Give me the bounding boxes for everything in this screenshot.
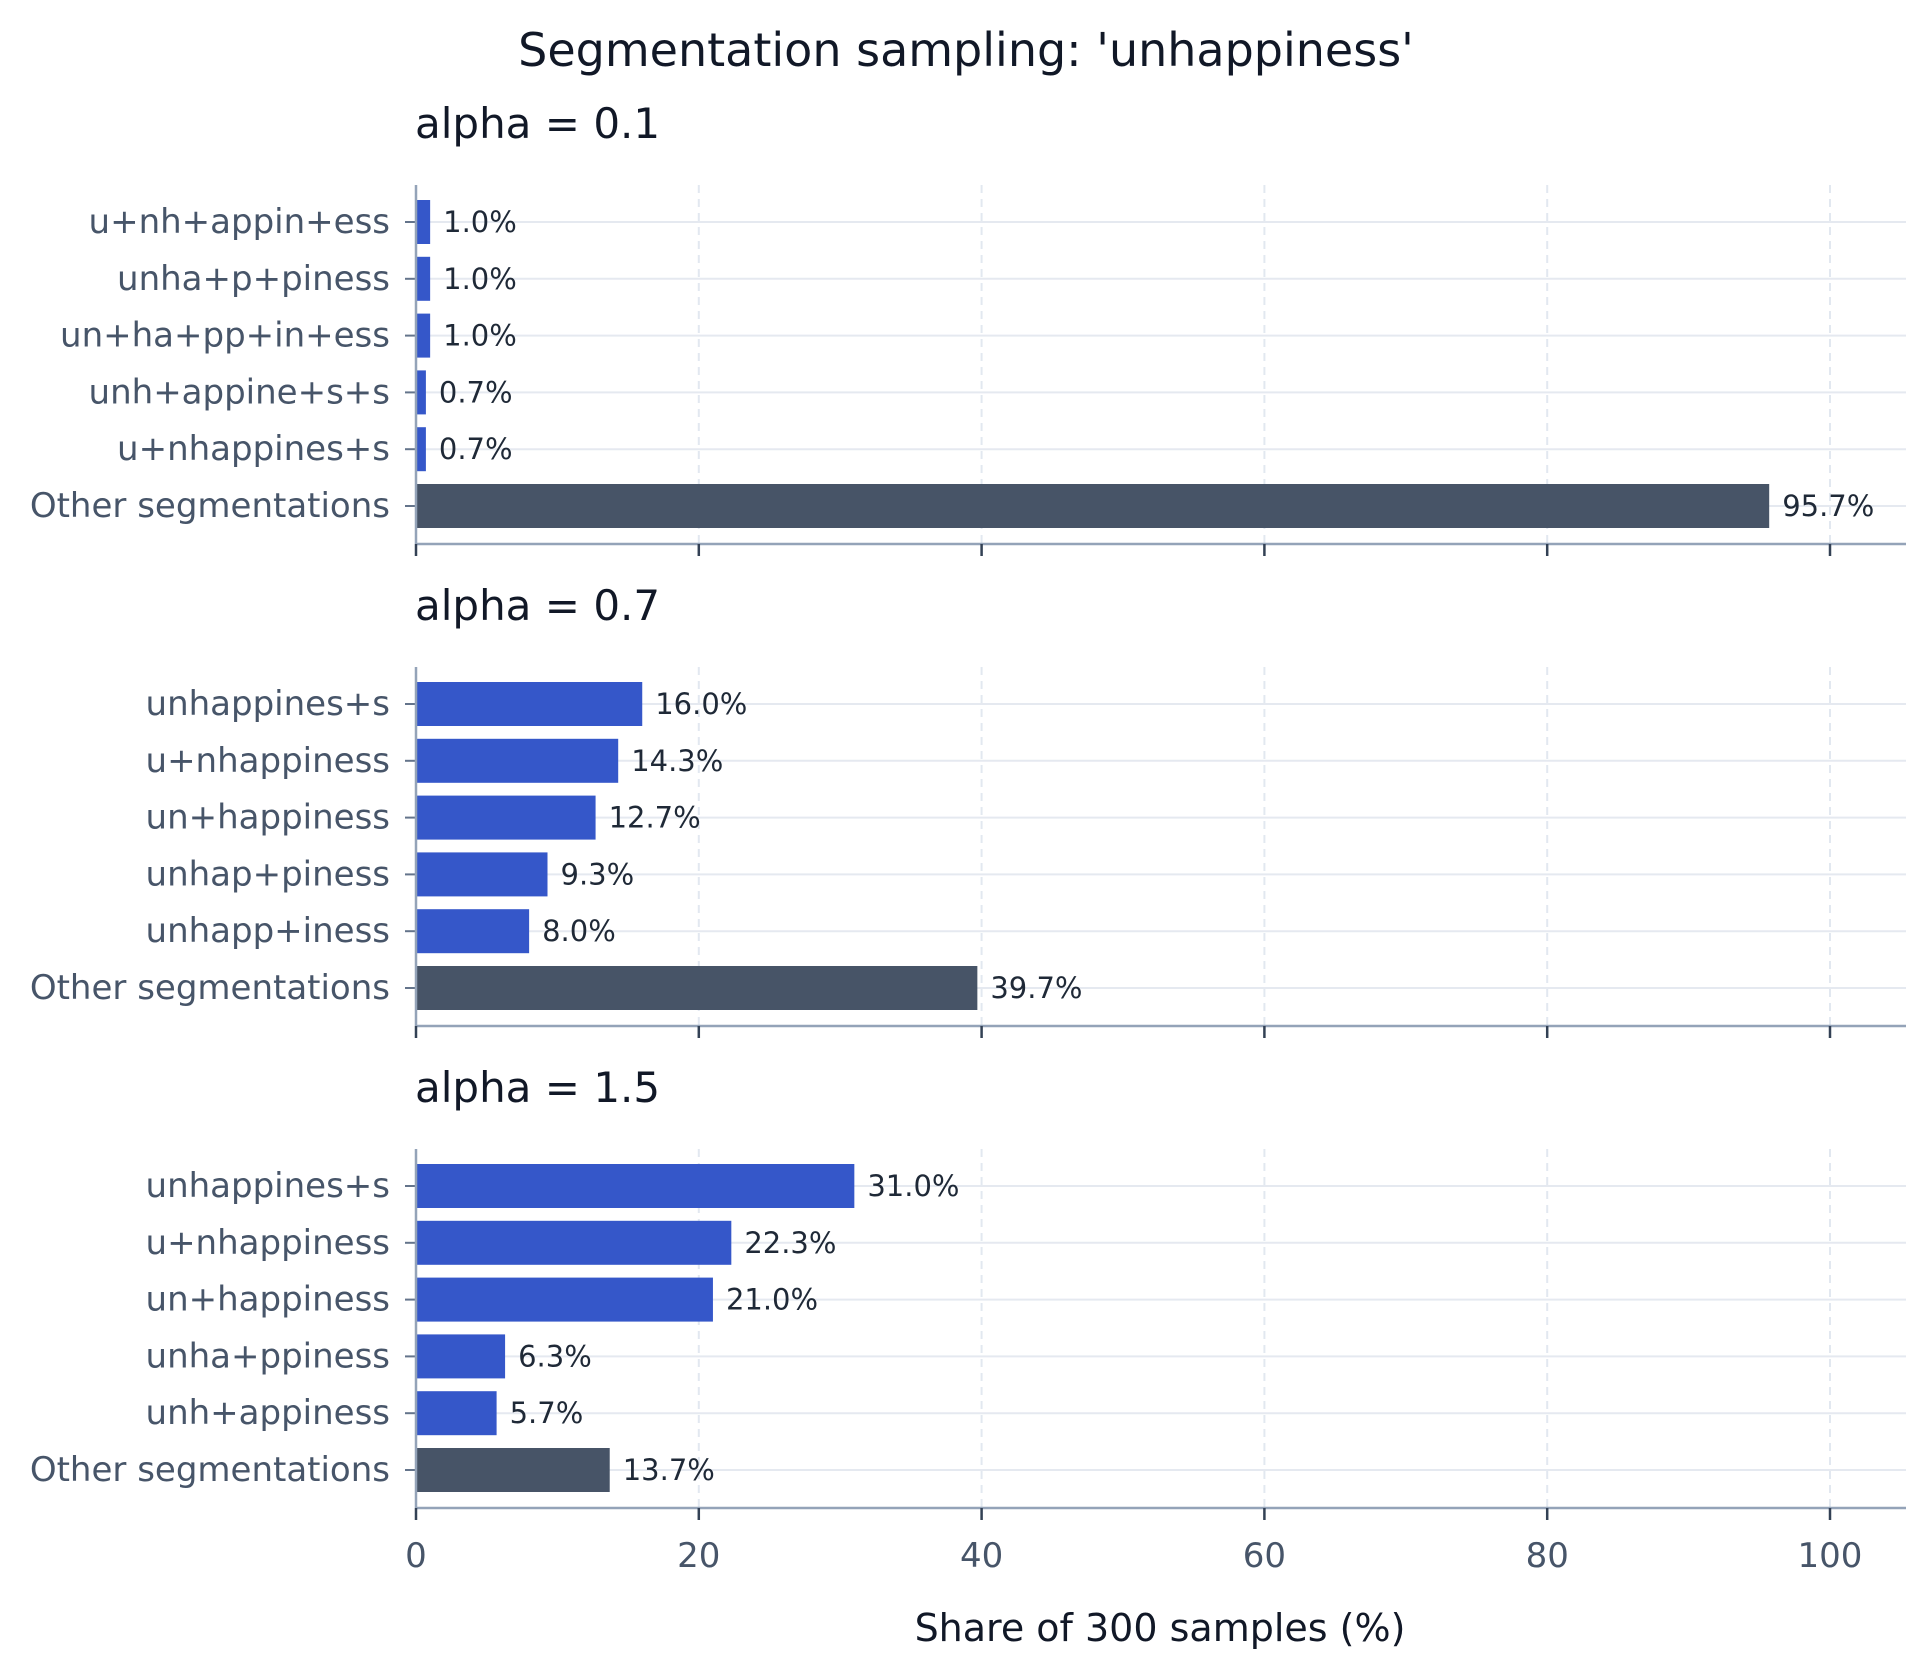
value-label: 1.0% (443, 319, 517, 353)
panel-title: alpha = 1.5 (415, 1063, 660, 1112)
bar (416, 1334, 506, 1379)
category-label: unh+appiness (146, 1393, 390, 1433)
bar (416, 1391, 497, 1436)
category-label: unhap+piness (146, 854, 390, 894)
x-tick-label: 100 (1798, 1536, 1863, 1576)
value-label: 1.0% (443, 205, 517, 239)
value-label: 13.7% (623, 1453, 715, 1487)
bar (416, 427, 426, 472)
value-label: 21.0% (726, 1283, 818, 1317)
value-label: 16.0% (655, 687, 747, 721)
bar (416, 852, 548, 897)
category-label: unhappines+s (146, 1166, 390, 1206)
value-label: 0.7% (439, 432, 513, 466)
panel-1: alpha = 0.1 u+nh+appin+ess 1.0% unha+p+pine… (30, 99, 1906, 556)
value-label: 1.0% (443, 262, 517, 296)
x-axis: 0 20 40 60 80 100 (405, 1536, 1862, 1576)
value-label: 6.3% (518, 1339, 592, 1373)
panel-3: alpha = 1.5 unhappines+s 31.0% u+nhappiness… (30, 1063, 1906, 1520)
category-label: u+nhappines+s (117, 429, 390, 469)
value-label: 14.3% (631, 744, 723, 778)
panel-2: alpha = 0.7 unhappines+s 16.0% u+nhappiness… (30, 581, 1906, 1038)
category-label: u+nhappiness (146, 741, 390, 781)
category-label: un+happiness (146, 1280, 390, 1320)
category-label: un+happiness (146, 798, 390, 838)
bar (416, 200, 431, 244)
category-label: unha+p+piness (117, 259, 390, 299)
bar (416, 1277, 713, 1322)
value-label: 31.0% (867, 1169, 959, 1203)
bar-other (416, 1448, 610, 1492)
bar (416, 738, 619, 783)
chart-panels: alpha = 0.1 u+nh+appin+ess 1.0% unha+p+pine… (30, 99, 1906, 1520)
category-label: Other segmentations (30, 486, 390, 526)
bar (416, 682, 643, 726)
category-label: u+nh+appin+ess (89, 202, 390, 242)
value-label: 0.7% (439, 375, 513, 409)
x-tick-label: 20 (677, 1536, 720, 1576)
category-label: u+nhappiness (146, 1223, 390, 1263)
panel-title: alpha = 0.7 (415, 581, 660, 630)
x-axis-title: Share of 300 samples (%) (915, 1606, 1406, 1650)
bar (416, 256, 431, 301)
category-label: unha+ppiness (146, 1336, 390, 1376)
bar (416, 1220, 732, 1265)
bar (416, 370, 426, 415)
x-tick-label: 0 (405, 1536, 427, 1576)
value-label: 39.7% (990, 971, 1082, 1005)
bar (416, 909, 530, 954)
x-tick-label: 60 (1243, 1536, 1286, 1576)
bar (416, 313, 431, 358)
category-label: unhappines+s (146, 684, 390, 724)
bar-other (416, 966, 978, 1010)
chart-title: Segmentation sampling: 'unhappiness' (518, 23, 1414, 77)
category-label: unh+appine+s+s (89, 372, 390, 412)
bar (416, 795, 596, 840)
value-label: 95.7% (1782, 489, 1874, 523)
value-label: 8.0% (542, 914, 616, 948)
category-label: un+ha+pp+in+ess (60, 316, 390, 356)
category-label: Other segmentations (30, 968, 390, 1008)
value-label: 9.3% (561, 857, 635, 891)
x-tick-label: 40 (960, 1536, 1003, 1576)
panel-title: alpha = 0.1 (415, 99, 660, 148)
value-label: 22.3% (744, 1226, 836, 1260)
category-label: Other segmentations (30, 1450, 390, 1490)
x-tick-label: 80 (1526, 1536, 1569, 1576)
category-label: unhapp+iness (146, 911, 390, 951)
bar (416, 1164, 855, 1208)
bar-other (416, 484, 1770, 528)
value-label: 5.7% (510, 1396, 584, 1430)
value-label: 12.7% (609, 801, 701, 835)
